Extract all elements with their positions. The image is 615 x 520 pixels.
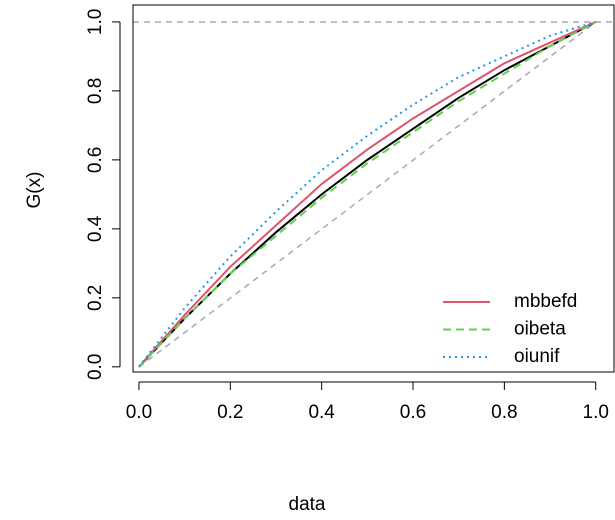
x-axis-title: data	[289, 494, 326, 515]
x-tick-label: 1.0	[583, 402, 609, 423]
y-tick-label: 1.0	[85, 9, 106, 35]
x-tick-label: 0.4	[308, 402, 335, 423]
plot-frame	[132, 4, 615, 373]
y-tick-label: 0.0	[85, 354, 106, 380]
legend-label: mbbefd	[514, 291, 577, 312]
reference-line	[138, 21, 597, 368]
y-tick-label: 0.6	[85, 147, 106, 173]
y-tick-label: 0.2	[85, 285, 106, 311]
legend-label: oiunif	[514, 346, 560, 367]
x-tick-label: 0.6	[400, 402, 426, 423]
x-tick-label: 0.0	[126, 402, 152, 423]
y-tick-label: 0.4	[85, 215, 106, 242]
legend-label: oibeta	[514, 319, 566, 340]
x-tick-label: 0.2	[217, 402, 243, 423]
series-line	[138, 20, 597, 368]
series-line	[138, 20, 597, 368]
y-axis-title: G(x)	[24, 172, 45, 209]
y-tick-label: 0.8	[85, 78, 106, 104]
series-line	[138, 21, 597, 368]
x-tick-label: 0.8	[491, 402, 517, 423]
